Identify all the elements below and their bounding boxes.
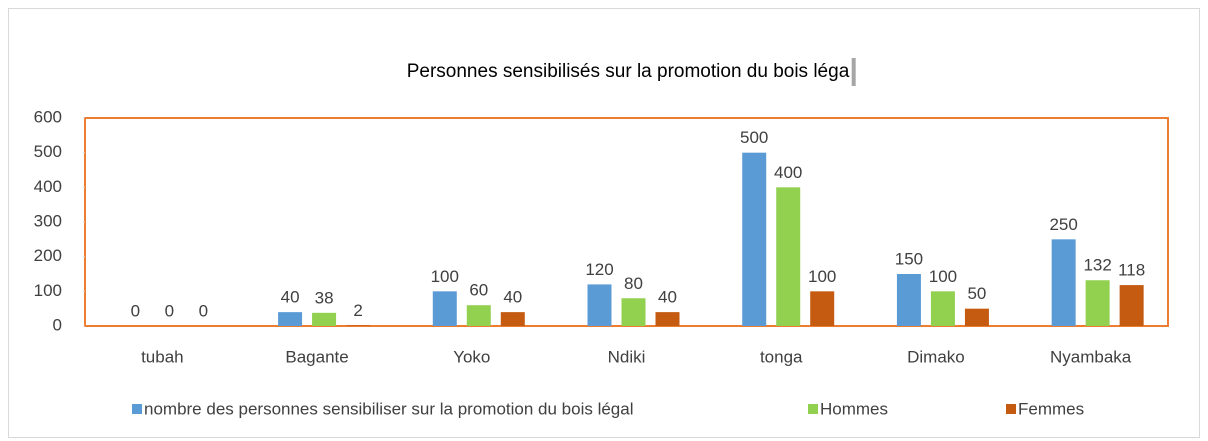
data-label: 40 — [281, 288, 300, 307]
data-label: 100 — [929, 267, 957, 286]
bar — [621, 298, 646, 326]
data-label: 80 — [624, 274, 643, 293]
y-tick-label: 100 — [34, 281, 62, 300]
data-label: 0 — [199, 301, 208, 320]
bar — [1085, 280, 1110, 326]
data-label: 2 — [353, 301, 362, 320]
data-label: 100 — [431, 267, 459, 286]
data-label: 40 — [658, 288, 677, 307]
bar — [278, 312, 303, 326]
legend-label: Hommes — [820, 399, 888, 418]
y-tick-label: 600 — [34, 107, 62, 126]
bar — [964, 308, 989, 326]
x-tick-label: Bagante — [285, 347, 348, 366]
bar — [466, 305, 491, 326]
data-label: 50 — [967, 284, 986, 303]
y-tick-label: 0 — [53, 315, 62, 334]
legend-swatch — [808, 404, 818, 414]
data-label: 150 — [895, 249, 923, 268]
data-label: 0 — [165, 301, 174, 320]
x-tick-label: tubah — [141, 347, 184, 366]
bar — [1119, 285, 1144, 326]
chart-border — [8, 8, 1200, 438]
legend-swatch — [1006, 404, 1016, 414]
x-tick-label: Ndiki — [608, 347, 646, 366]
data-label: 132 — [1083, 256, 1111, 275]
data-label: 120 — [585, 260, 613, 279]
bar — [776, 187, 801, 326]
x-tick-label: tonga — [760, 347, 803, 366]
bar — [810, 291, 835, 326]
bar — [930, 291, 955, 326]
bar — [587, 284, 612, 326]
bar — [742, 152, 767, 326]
legend-swatch — [132, 404, 142, 414]
data-label: 250 — [1049, 215, 1077, 234]
bar — [346, 325, 371, 326]
legend-label: nombre des personnes sensibiliser sur la… — [144, 399, 634, 418]
bar — [432, 291, 457, 326]
data-label: 40 — [503, 288, 522, 307]
y-tick-label: 300 — [34, 211, 62, 230]
y-tick-label: 200 — [34, 246, 62, 265]
legend-label: Femmes — [1018, 399, 1084, 418]
data-label: 0 — [131, 301, 140, 320]
data-label: 100 — [808, 267, 836, 286]
x-tick-label: Yoko — [453, 347, 490, 366]
data-label: 500 — [740, 128, 768, 147]
data-label: 38 — [315, 288, 334, 307]
text-cursor — [851, 58, 856, 86]
x-tick-label: Dimako — [907, 347, 965, 366]
y-tick-label: 500 — [34, 142, 62, 161]
bar — [1051, 239, 1076, 326]
bar — [655, 312, 680, 326]
data-label: 118 — [1118, 261, 1145, 280]
x-tick-label: Nyambaka — [1050, 347, 1132, 366]
y-tick-label: 400 — [34, 177, 62, 196]
bar — [896, 274, 921, 326]
bar — [312, 312, 337, 326]
data-label: 60 — [469, 281, 488, 300]
data-label: 400 — [774, 163, 802, 182]
bar — [500, 312, 525, 326]
chart-title: Personnes sensibilisés sur la promotion … — [407, 61, 850, 82]
